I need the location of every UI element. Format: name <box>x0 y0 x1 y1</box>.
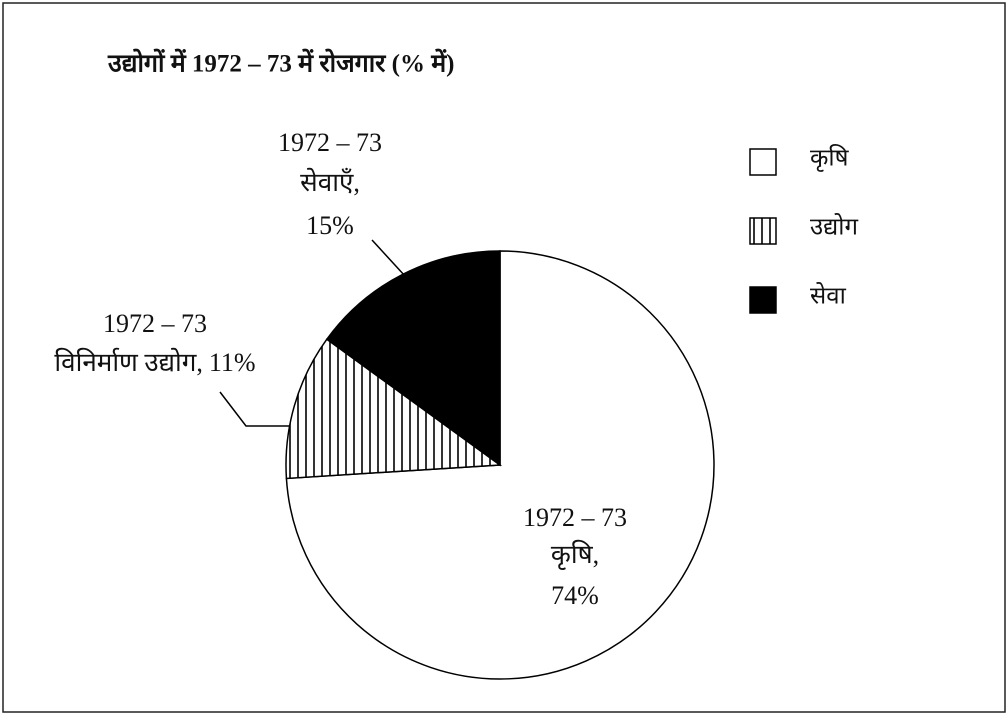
legend-swatch <box>749 286 777 314</box>
slice-period: 1972 – 73 <box>278 128 382 157</box>
slice-name: कृषि, <box>551 539 599 570</box>
value-label: 74% <box>551 581 599 610</box>
pie-slice <box>325 250 501 467</box>
legend-label: सेवा <box>810 282 847 310</box>
value-label: 11% <box>209 348 256 377</box>
slice-label: विनिर्माण उद्योग, 11% <box>54 347 255 377</box>
slice-name: विनिर्माण उद्योग, <box>54 347 202 377</box>
slice-name: सेवाएँ, <box>300 167 360 197</box>
slice-period: 1972 – 73 <box>523 503 627 532</box>
leader-line <box>219 391 290 427</box>
legend-swatch <box>749 217 777 245</box>
legend-label: कृषि <box>810 144 850 173</box>
leader-line <box>371 239 406 277</box>
chart-title: उद्योगों में 1972 – 73 में रोजगार (% में… <box>107 49 455 78</box>
pie-slice <box>285 338 503 480</box>
slice-period: 1972 – 73 <box>103 309 207 338</box>
legend-swatch <box>749 148 777 176</box>
legend-label: उद्योग <box>810 213 858 241</box>
value-label: 15% <box>306 211 354 240</box>
